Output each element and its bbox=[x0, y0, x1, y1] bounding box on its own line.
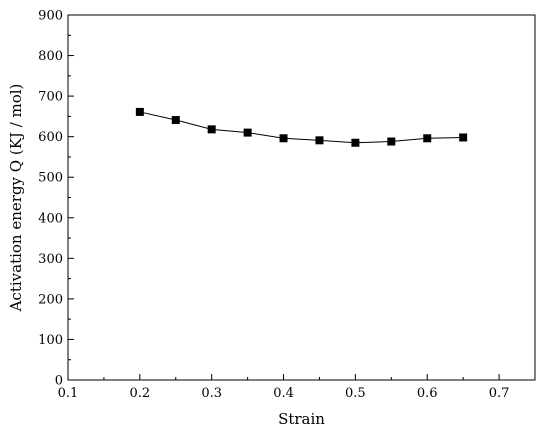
data-point-marker bbox=[207, 125, 216, 134]
series-line bbox=[139, 111, 464, 144]
data-point-marker bbox=[459, 133, 468, 142]
y-tick-label: 400 bbox=[38, 211, 63, 226]
x-tick-label: 0.1 bbox=[58, 386, 79, 401]
plot-frame bbox=[67, 14, 536, 381]
x-tick-label: 0.3 bbox=[201, 386, 222, 401]
y-tick-label: 100 bbox=[38, 333, 63, 348]
x-tick-label: 0.7 bbox=[489, 386, 510, 401]
data-point-marker bbox=[171, 116, 180, 125]
data-point-marker bbox=[135, 107, 144, 116]
data-point-marker bbox=[315, 136, 324, 145]
data-point-marker bbox=[351, 138, 360, 147]
x-axis-label: Strain bbox=[278, 410, 325, 428]
data-point-marker bbox=[243, 128, 252, 137]
x-tick-label: 0.4 bbox=[273, 386, 294, 401]
x-tick-label: 0.5 bbox=[345, 386, 366, 401]
y-axis-label: Activation energy Q (KJ / mol) bbox=[7, 84, 25, 313]
y-tick-label: 900 bbox=[38, 9, 63, 24]
y-tick-label: 0 bbox=[55, 374, 63, 389]
data-point-marker bbox=[279, 134, 288, 143]
y-tick-label: 300 bbox=[38, 252, 63, 267]
y-tick-label: 500 bbox=[38, 171, 63, 186]
y-tick-label: 700 bbox=[38, 90, 63, 105]
y-tick-label: 200 bbox=[38, 292, 63, 307]
x-tick-label: 0.6 bbox=[417, 386, 438, 401]
x-tick-label: 0.2 bbox=[130, 386, 151, 401]
data-point-marker bbox=[387, 137, 396, 146]
data-point-marker bbox=[423, 134, 432, 143]
y-tick-label: 600 bbox=[38, 130, 63, 145]
y-tick-label: 800 bbox=[38, 49, 63, 64]
axes-layer: 0.1 0.2 0.3 0.4 0.5 0.6 0.7 0 100 200 300 400 500 600… bbox=[38, 9, 509, 402]
series-layer bbox=[135, 107, 468, 147]
